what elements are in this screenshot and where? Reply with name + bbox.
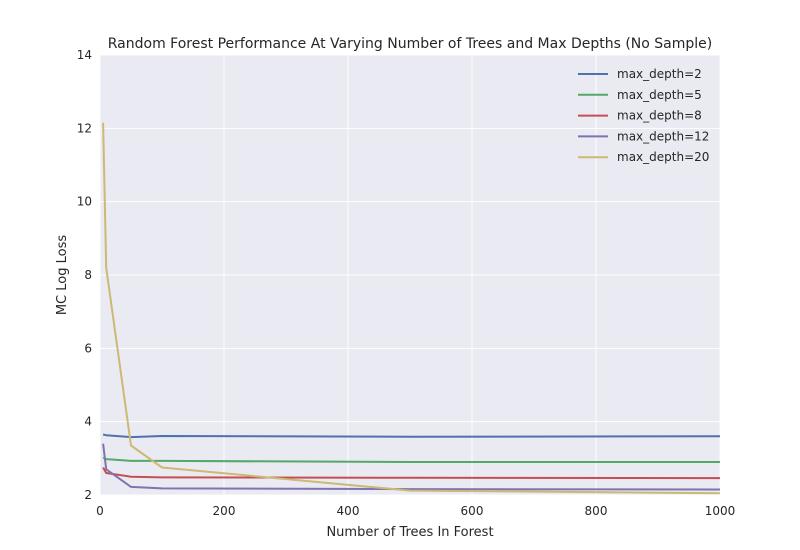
- x-tick-label: 600: [461, 504, 484, 518]
- y-tick-label: 4: [84, 415, 92, 429]
- legend-label: max_depth=5: [617, 88, 702, 102]
- y-axis-label: MC Log Loss: [55, 235, 70, 316]
- y-tick-label: 10: [77, 195, 92, 209]
- legend-label: max_depth=8: [617, 109, 702, 123]
- y-tick-label: 12: [77, 121, 92, 135]
- y-tick-label: 6: [84, 341, 92, 355]
- x-tick-label: 400: [337, 504, 360, 518]
- y-axis-ticks: 2 4 6 8 10 12 14: [77, 48, 92, 502]
- x-tick-label: 200: [213, 504, 236, 518]
- y-tick-label: 8: [84, 268, 92, 282]
- x-tick-label: 0: [96, 504, 104, 518]
- legend-label: max_depth=20: [617, 150, 709, 164]
- x-tick-label: 1000: [705, 504, 736, 518]
- x-axis-ticks: 0 200 400 600 800 1000: [96, 504, 735, 518]
- grid-lines: [99, 54, 721, 496]
- x-axis-label: Number of Trees In Forest: [326, 525, 493, 540]
- series-line-max-depth-2: [102, 433, 721, 439]
- legend-label: max_depth=2: [617, 67, 702, 81]
- series-line-max-depth-20: [102, 122, 721, 495]
- legend-label: max_depth=12: [617, 129, 709, 143]
- legend: max_depth=2 max_depth=5 max_depth=8 max_dep…: [578, 67, 709, 164]
- series-line-max-depth-12: [102, 443, 721, 491]
- x-tick-label: 800: [585, 504, 608, 518]
- series-lines: [102, 122, 721, 495]
- series-line-max-depth-8: [102, 467, 721, 480]
- chart-title: Random Forest Performance At Varying Num…: [108, 36, 713, 52]
- y-tick-label: 2: [84, 488, 92, 502]
- y-tick-label: 14: [77, 48, 92, 62]
